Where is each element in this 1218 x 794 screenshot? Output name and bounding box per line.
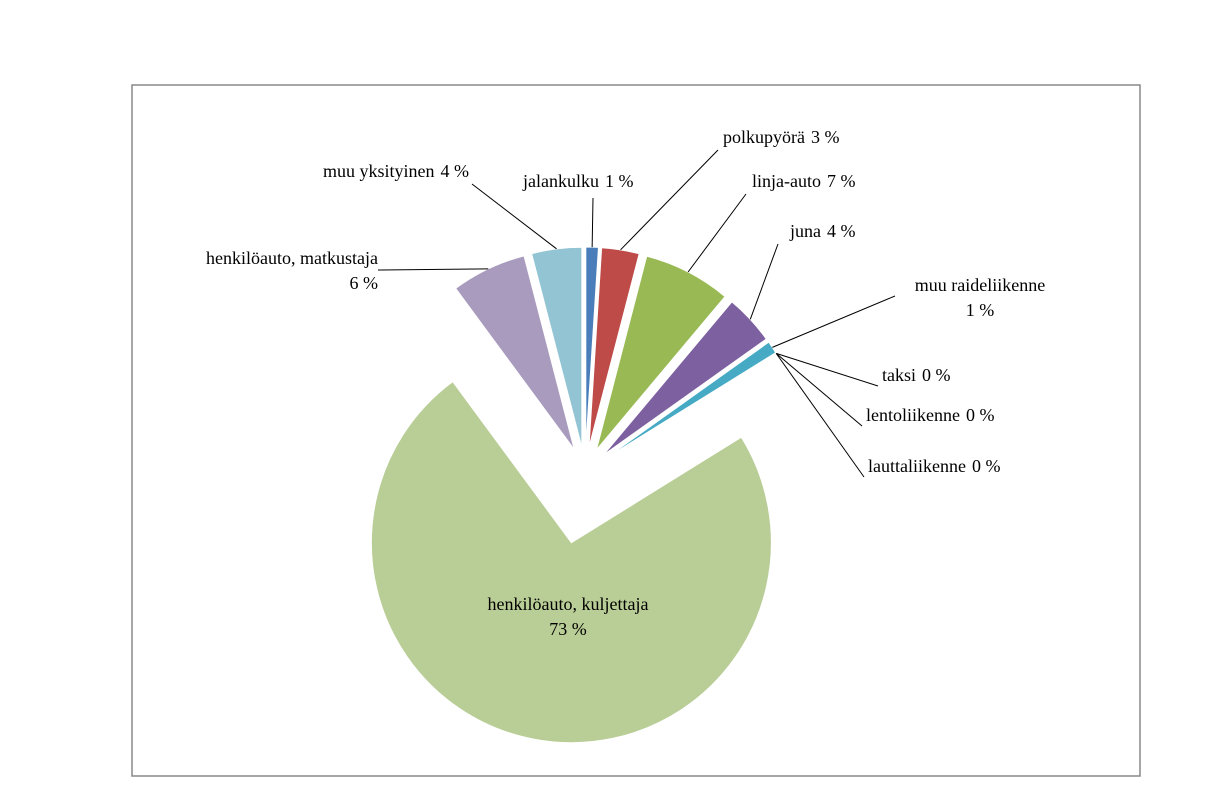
label-category: muu yksityinen: [323, 161, 435, 181]
label-value: 1 %: [966, 300, 995, 320]
data-label: henkilöauto, kuljettaja 73 %: [488, 594, 649, 639]
pie-slice: [605, 352, 777, 460]
label-category: juna: [789, 221, 821, 241]
pie-slice: [585, 246, 600, 448]
leader-line: [687, 193, 747, 273]
label-value: 0 %: [922, 365, 951, 385]
label-category: lentoliikenne: [866, 405, 960, 425]
label-category: jalankulku: [522, 171, 599, 191]
pie-slice: [530, 246, 583, 448]
data-label: muu raideliikenne 1 %: [915, 275, 1045, 320]
pie-slice: [605, 341, 777, 459]
leader-line: [591, 197, 594, 248]
leader-line: [620, 149, 719, 251]
label-value: 0 %: [966, 405, 995, 425]
data-label: lauttaliikenne 0 %: [868, 456, 1000, 476]
pie-slice: [370, 380, 772, 744]
leader-line: [749, 243, 779, 320]
leader-line: [775, 353, 865, 478]
data-label: jalankulku 1 %: [522, 171, 633, 191]
leader-line: [772, 295, 896, 348]
data-label: henkilöauto, matkustaja 6 %: [206, 248, 378, 293]
label-value: 7 %: [827, 171, 856, 191]
data-label: linja-auto 7 %: [752, 171, 855, 191]
label-value: 0 %: [972, 456, 1001, 476]
leader-line: [471, 183, 557, 250]
data-label: taksi 0 %: [882, 365, 951, 385]
label-category: linja-auto: [752, 171, 821, 191]
pie-slice: [454, 255, 575, 450]
leader-line: [776, 352, 879, 387]
label-value: 6 %: [350, 273, 379, 293]
label-value: 4 %: [827, 221, 856, 241]
data-label: muu yksityinen 4 %: [323, 161, 469, 181]
label-category: muu raideliikenne: [915, 275, 1045, 295]
label-category: henkilöauto, kuljettaja: [488, 594, 649, 614]
label-value: 73 %: [549, 619, 587, 639]
label-value: 4 %: [441, 161, 470, 181]
leader-line: [775, 352, 863, 427]
label-category: polkupyörä: [723, 127, 805, 147]
pie-slice: [602, 301, 767, 456]
data-label: juna 4 %: [789, 221, 856, 241]
label-value: 1 %: [605, 171, 634, 191]
data-label: polkupyörä 3 %: [723, 127, 839, 147]
label-category: lauttaliikenne: [868, 456, 966, 476]
label-category: henkilöauto, matkustaja: [206, 248, 378, 268]
leader-line: [377, 268, 489, 271]
label-value: 3 %: [811, 127, 840, 147]
data-label: lentoliikenne 0 %: [866, 405, 994, 425]
label-category: taksi: [882, 365, 916, 385]
